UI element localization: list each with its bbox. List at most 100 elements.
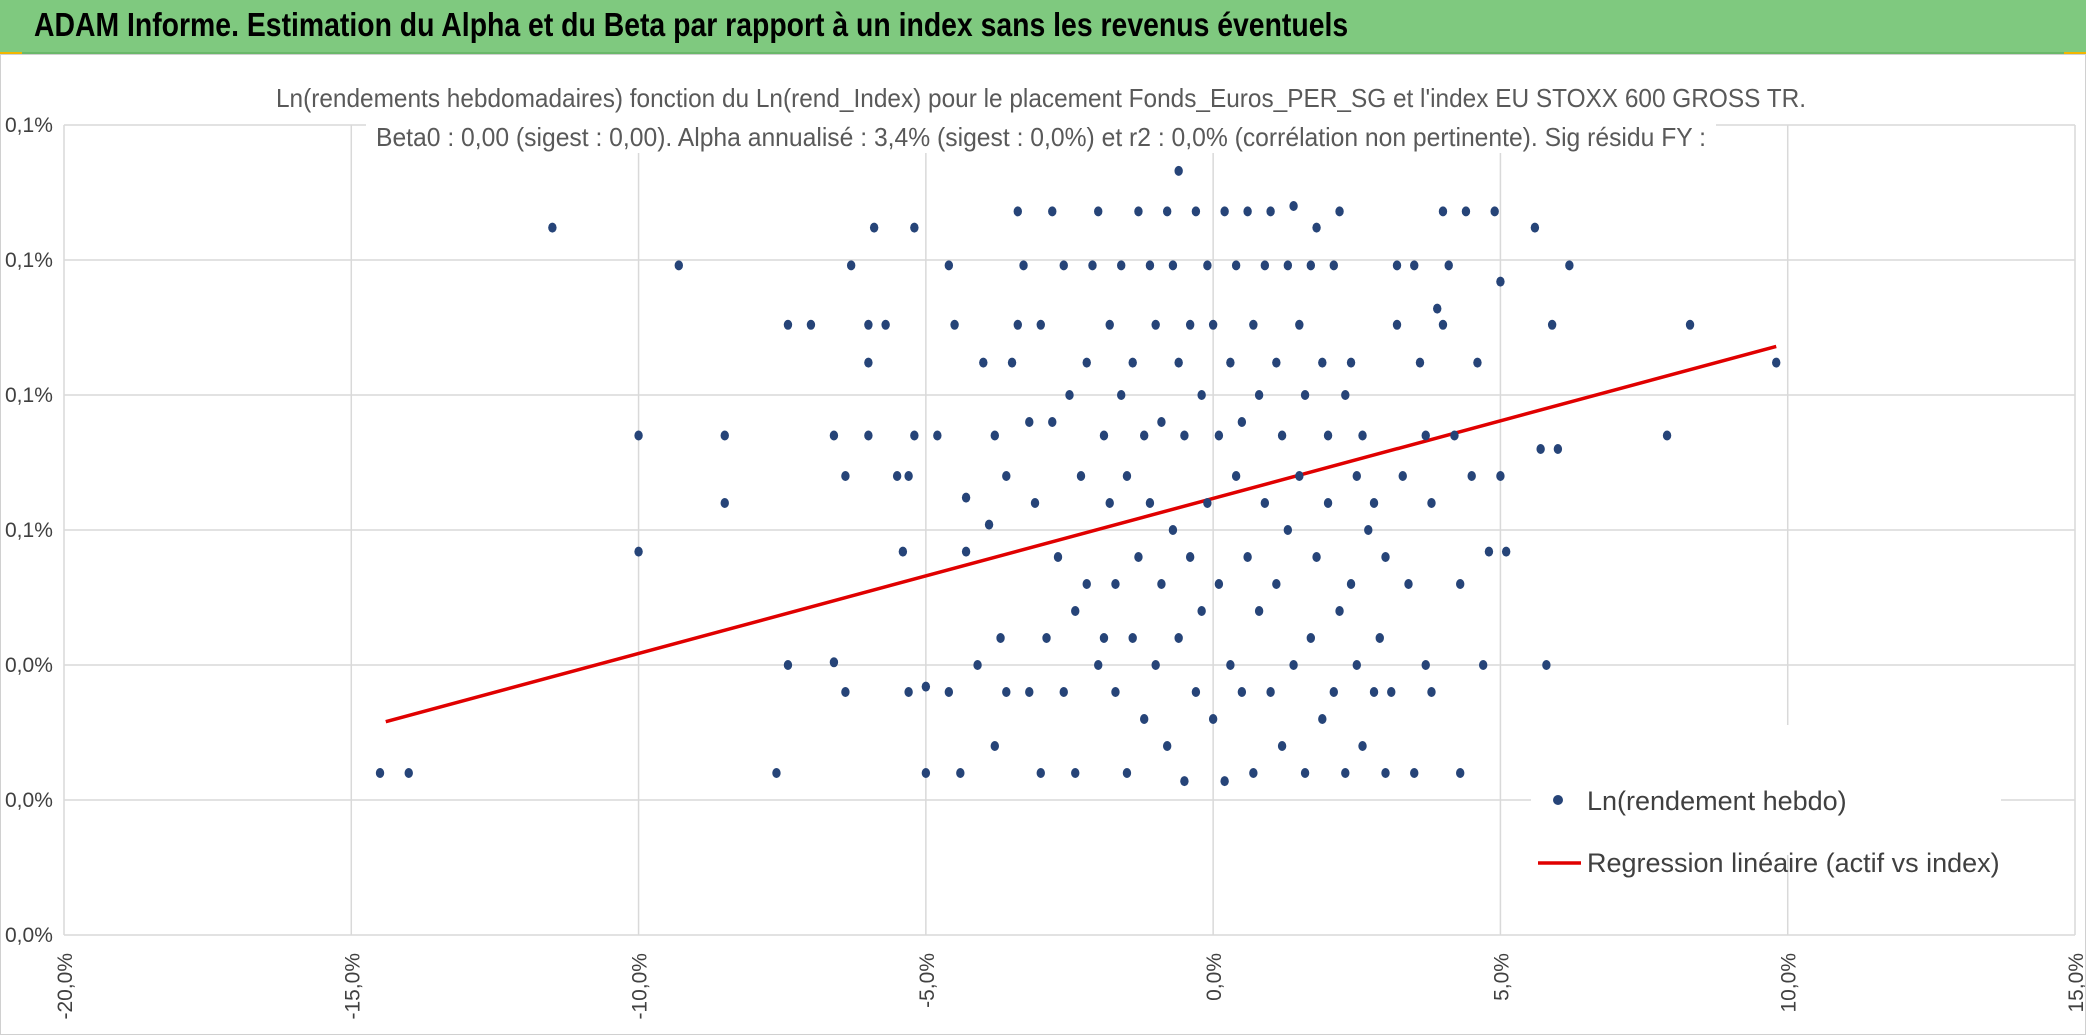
data-point — [674, 260, 683, 271]
data-point — [1536, 444, 1545, 454]
data-point — [1117, 390, 1126, 400]
data-point — [1220, 206, 1229, 217]
data-point — [1295, 319, 1304, 330]
data-point — [1168, 525, 1178, 535]
data-point — [944, 687, 954, 697]
data-point — [1094, 206, 1103, 217]
data-point — [1185, 552, 1195, 562]
data-point — [1300, 390, 1310, 400]
data-point — [1277, 741, 1287, 751]
x-tick-label: -10,0% — [629, 953, 652, 1020]
data-point — [1295, 471, 1304, 481]
x-tick-label: 15,0% — [2065, 953, 2085, 1013]
data-point — [1162, 741, 1172, 751]
data-point — [1122, 471, 1132, 481]
data-point — [1427, 498, 1436, 508]
data-point — [1237, 687, 1247, 697]
y-tick-label: 0,0% — [5, 924, 53, 947]
data-point — [1013, 319, 1022, 330]
data-point — [1214, 430, 1224, 441]
data-point — [1427, 687, 1436, 697]
data-point — [869, 222, 879, 233]
data-point — [1105, 319, 1114, 330]
data-point — [1157, 417, 1166, 427]
data-point — [634, 546, 643, 557]
data-point — [1099, 633, 1109, 643]
data-point — [1277, 430, 1287, 441]
data-point — [1260, 260, 1270, 271]
data-point — [1352, 471, 1361, 481]
data-point — [1231, 260, 1241, 271]
data-point — [1461, 206, 1471, 217]
data-point — [1157, 579, 1166, 589]
data-point — [864, 319, 873, 330]
data-point — [1145, 498, 1155, 508]
data-point — [1002, 471, 1011, 481]
data-point — [1415, 357, 1425, 368]
data-point — [1191, 687, 1201, 697]
subtitle-background — [366, 119, 1716, 153]
data-point — [1134, 552, 1143, 562]
data-point — [1283, 260, 1293, 271]
data-point — [1444, 260, 1453, 271]
y-tick-label: 0,1% — [5, 384, 53, 407]
data-point — [961, 492, 971, 503]
data-point — [1151, 319, 1160, 330]
data-point — [881, 319, 890, 330]
data-point — [1082, 357, 1091, 368]
data-point — [1260, 498, 1270, 508]
chart-area: Ln(rendements hebdomadaires) fonction du… — [0, 54, 2086, 1035]
data-point — [1381, 768, 1390, 778]
data-point — [1203, 498, 1212, 508]
x-tick-label: -5,0% — [916, 953, 939, 1008]
data-point — [1249, 319, 1258, 330]
data-point — [1456, 768, 1465, 778]
y-tick-label: 0,0% — [5, 789, 53, 812]
data-point — [1335, 206, 1344, 217]
report-title: ADAM Informe. Estimation du Alpha et du … — [34, 6, 1349, 43]
data-point — [1358, 430, 1367, 441]
data-point — [990, 741, 1000, 751]
data-point — [1162, 206, 1172, 217]
data-point — [829, 657, 839, 668]
data-point — [1013, 206, 1022, 217]
data-point — [1300, 768, 1310, 778]
data-point — [1289, 660, 1298, 670]
data-point — [1203, 260, 1212, 271]
data-point — [1059, 687, 1068, 697]
data-point — [1025, 687, 1034, 697]
data-point — [1174, 633, 1183, 643]
data-point — [1375, 633, 1384, 643]
data-point — [1283, 525, 1293, 535]
data-point — [1323, 430, 1333, 441]
data-point — [720, 498, 729, 508]
data-point — [1404, 579, 1413, 589]
data-point — [1128, 357, 1137, 368]
data-point — [864, 430, 873, 441]
data-point — [1220, 776, 1229, 787]
data-point — [1352, 660, 1361, 670]
data-point — [1139, 714, 1149, 724]
data-point — [1272, 357, 1281, 368]
data-point — [1772, 357, 1781, 368]
data-point — [806, 319, 816, 330]
data-point — [950, 319, 959, 330]
data-point — [1542, 660, 1551, 670]
data-point — [1433, 303, 1442, 314]
data-point — [1254, 606, 1264, 616]
data-point — [1335, 606, 1344, 616]
y-tick-label: 0,1% — [5, 249, 53, 272]
data-point — [1237, 417, 1247, 427]
data-point — [1214, 579, 1224, 589]
scatter-points — [375, 165, 1781, 787]
data-point — [1249, 768, 1258, 778]
data-point — [1369, 687, 1379, 697]
data-point — [1111, 687, 1120, 697]
data-point — [1185, 319, 1195, 330]
data-point — [1501, 546, 1511, 557]
data-point — [1168, 260, 1178, 271]
data-point — [1387, 687, 1396, 697]
data-point — [1065, 390, 1074, 400]
axis-tick-labels: 0,0% 0,0% 0,0% 0,1% 0,1% 0,1% 0,1% -20,0% -15,0%… — [5, 114, 2085, 1020]
data-point — [846, 260, 856, 271]
